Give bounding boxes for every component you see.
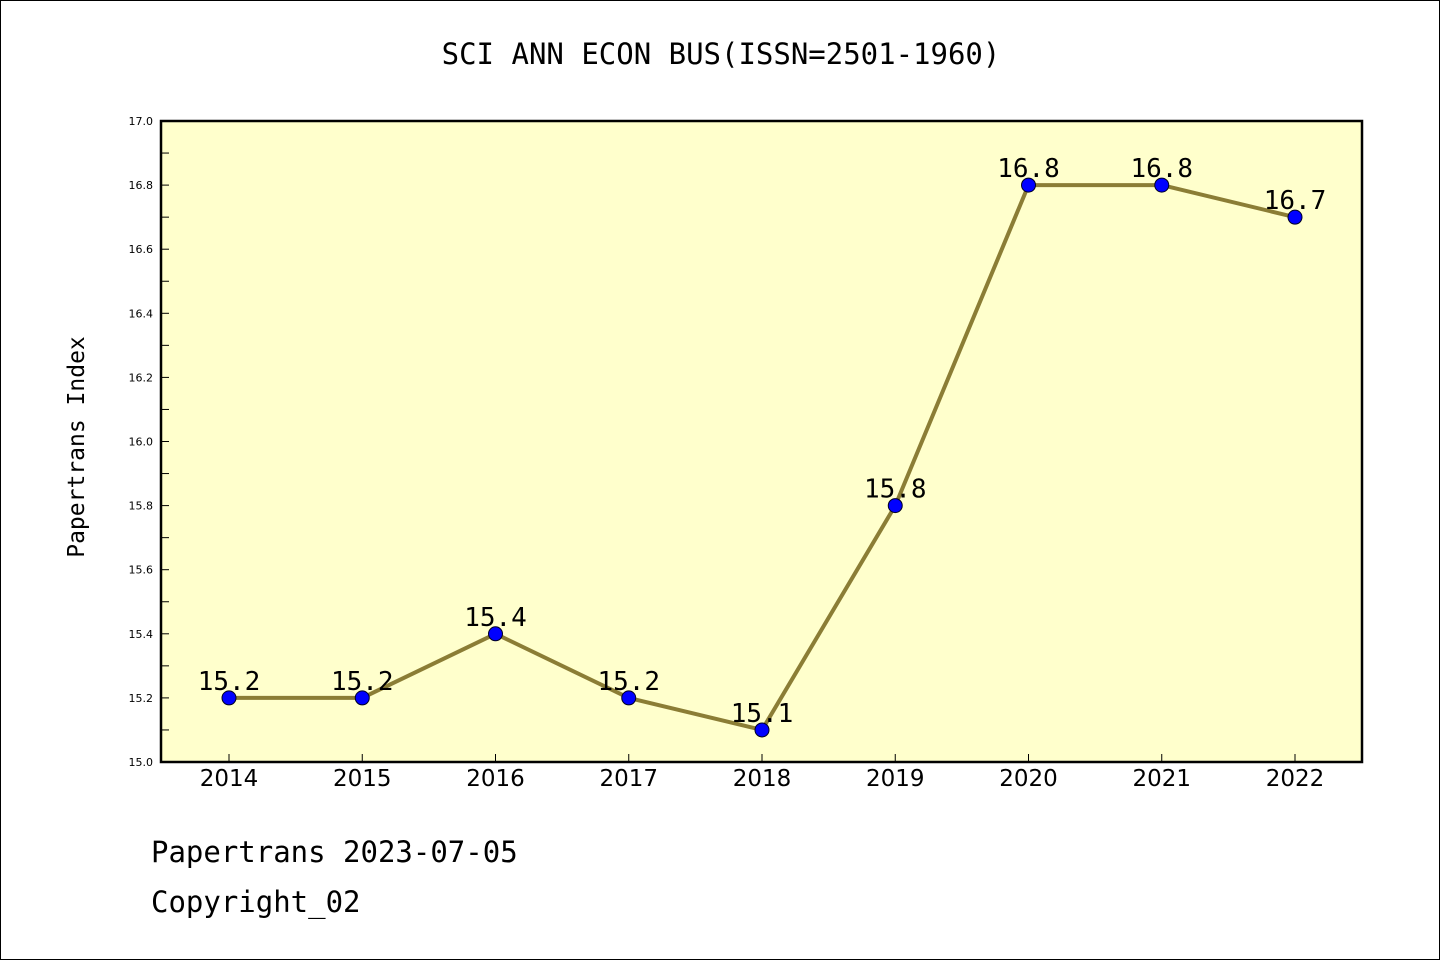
x-axis: 2014 2015 2016 2017 2018 2019 2020 2021 2022 <box>200 754 1325 792</box>
data-point <box>1154 177 1170 193</box>
y-tick-label: 17.0 <box>129 115 154 128</box>
y-tick-label: 15.8 <box>129 500 154 513</box>
data-label: 16.8 <box>997 154 1060 184</box>
footer-copyright: Copyright_02 <box>151 885 361 919</box>
data-point <box>221 690 237 706</box>
data-label: 16.8 <box>1130 154 1193 184</box>
data-label: 15.1 <box>731 699 794 729</box>
x-tick-label: 2016 <box>466 766 525 792</box>
data-point <box>1287 209 1303 225</box>
data-label: 15.8 <box>864 475 927 505</box>
y-tick-label: 16.4 <box>129 307 154 320</box>
x-tick-label: 2014 <box>200 766 259 792</box>
x-tick-label: 2015 <box>333 766 392 792</box>
x-tick-label: 2018 <box>733 766 792 792</box>
data-point <box>354 690 370 706</box>
data-point <box>1021 177 1036 193</box>
data-label: 16.7 <box>1264 186 1327 216</box>
x-tick-label: 2017 <box>599 766 658 792</box>
x-tick-label: 2022 <box>1266 766 1325 792</box>
plot-area <box>161 121 1362 762</box>
data-label: 15.2 <box>597 667 660 697</box>
data-label: 15.2 <box>331 667 394 697</box>
x-tick-label: 2021 <box>1132 766 1191 792</box>
chart-title: SCI ANN ECON BUS(ISSN=2501-1960) <box>441 37 1001 71</box>
y-tick-label: 15.2 <box>129 692 154 705</box>
y-tick-label: 15.6 <box>129 564 154 577</box>
data-label: 15.4 <box>464 603 527 633</box>
plot-border <box>159 119 1364 764</box>
data-point <box>754 722 770 738</box>
data-markers <box>221 177 1303 738</box>
x-tick-label: 2019 <box>866 766 925 792</box>
y-tick-label: 15.4 <box>129 628 154 641</box>
data-point <box>488 626 503 642</box>
y-axis: 15.0 15.2 15.4 15.6 15.8 16.0 16.2 16.4 16.6 16.8… <box>129 115 169 769</box>
data-label: 15.2 <box>198 667 261 697</box>
x-tick-label: 2020 <box>999 766 1058 792</box>
y-tick-label: 16.2 <box>129 371 154 384</box>
y-tick-label: 16.6 <box>129 243 154 256</box>
footer-source: Papertrans 2023-07-05 <box>151 835 518 869</box>
data-labels: 15.2 15.2 15.4 15.2 15.1 15.8 16.8 16.8 16.7 <box>198 154 1327 729</box>
data-point <box>621 690 637 706</box>
y-tick-label: 15.0 <box>129 756 154 769</box>
y-tick-label: 16.0 <box>129 436 154 449</box>
data-point <box>887 498 903 514</box>
y-tick-label: 16.8 <box>129 179 154 192</box>
